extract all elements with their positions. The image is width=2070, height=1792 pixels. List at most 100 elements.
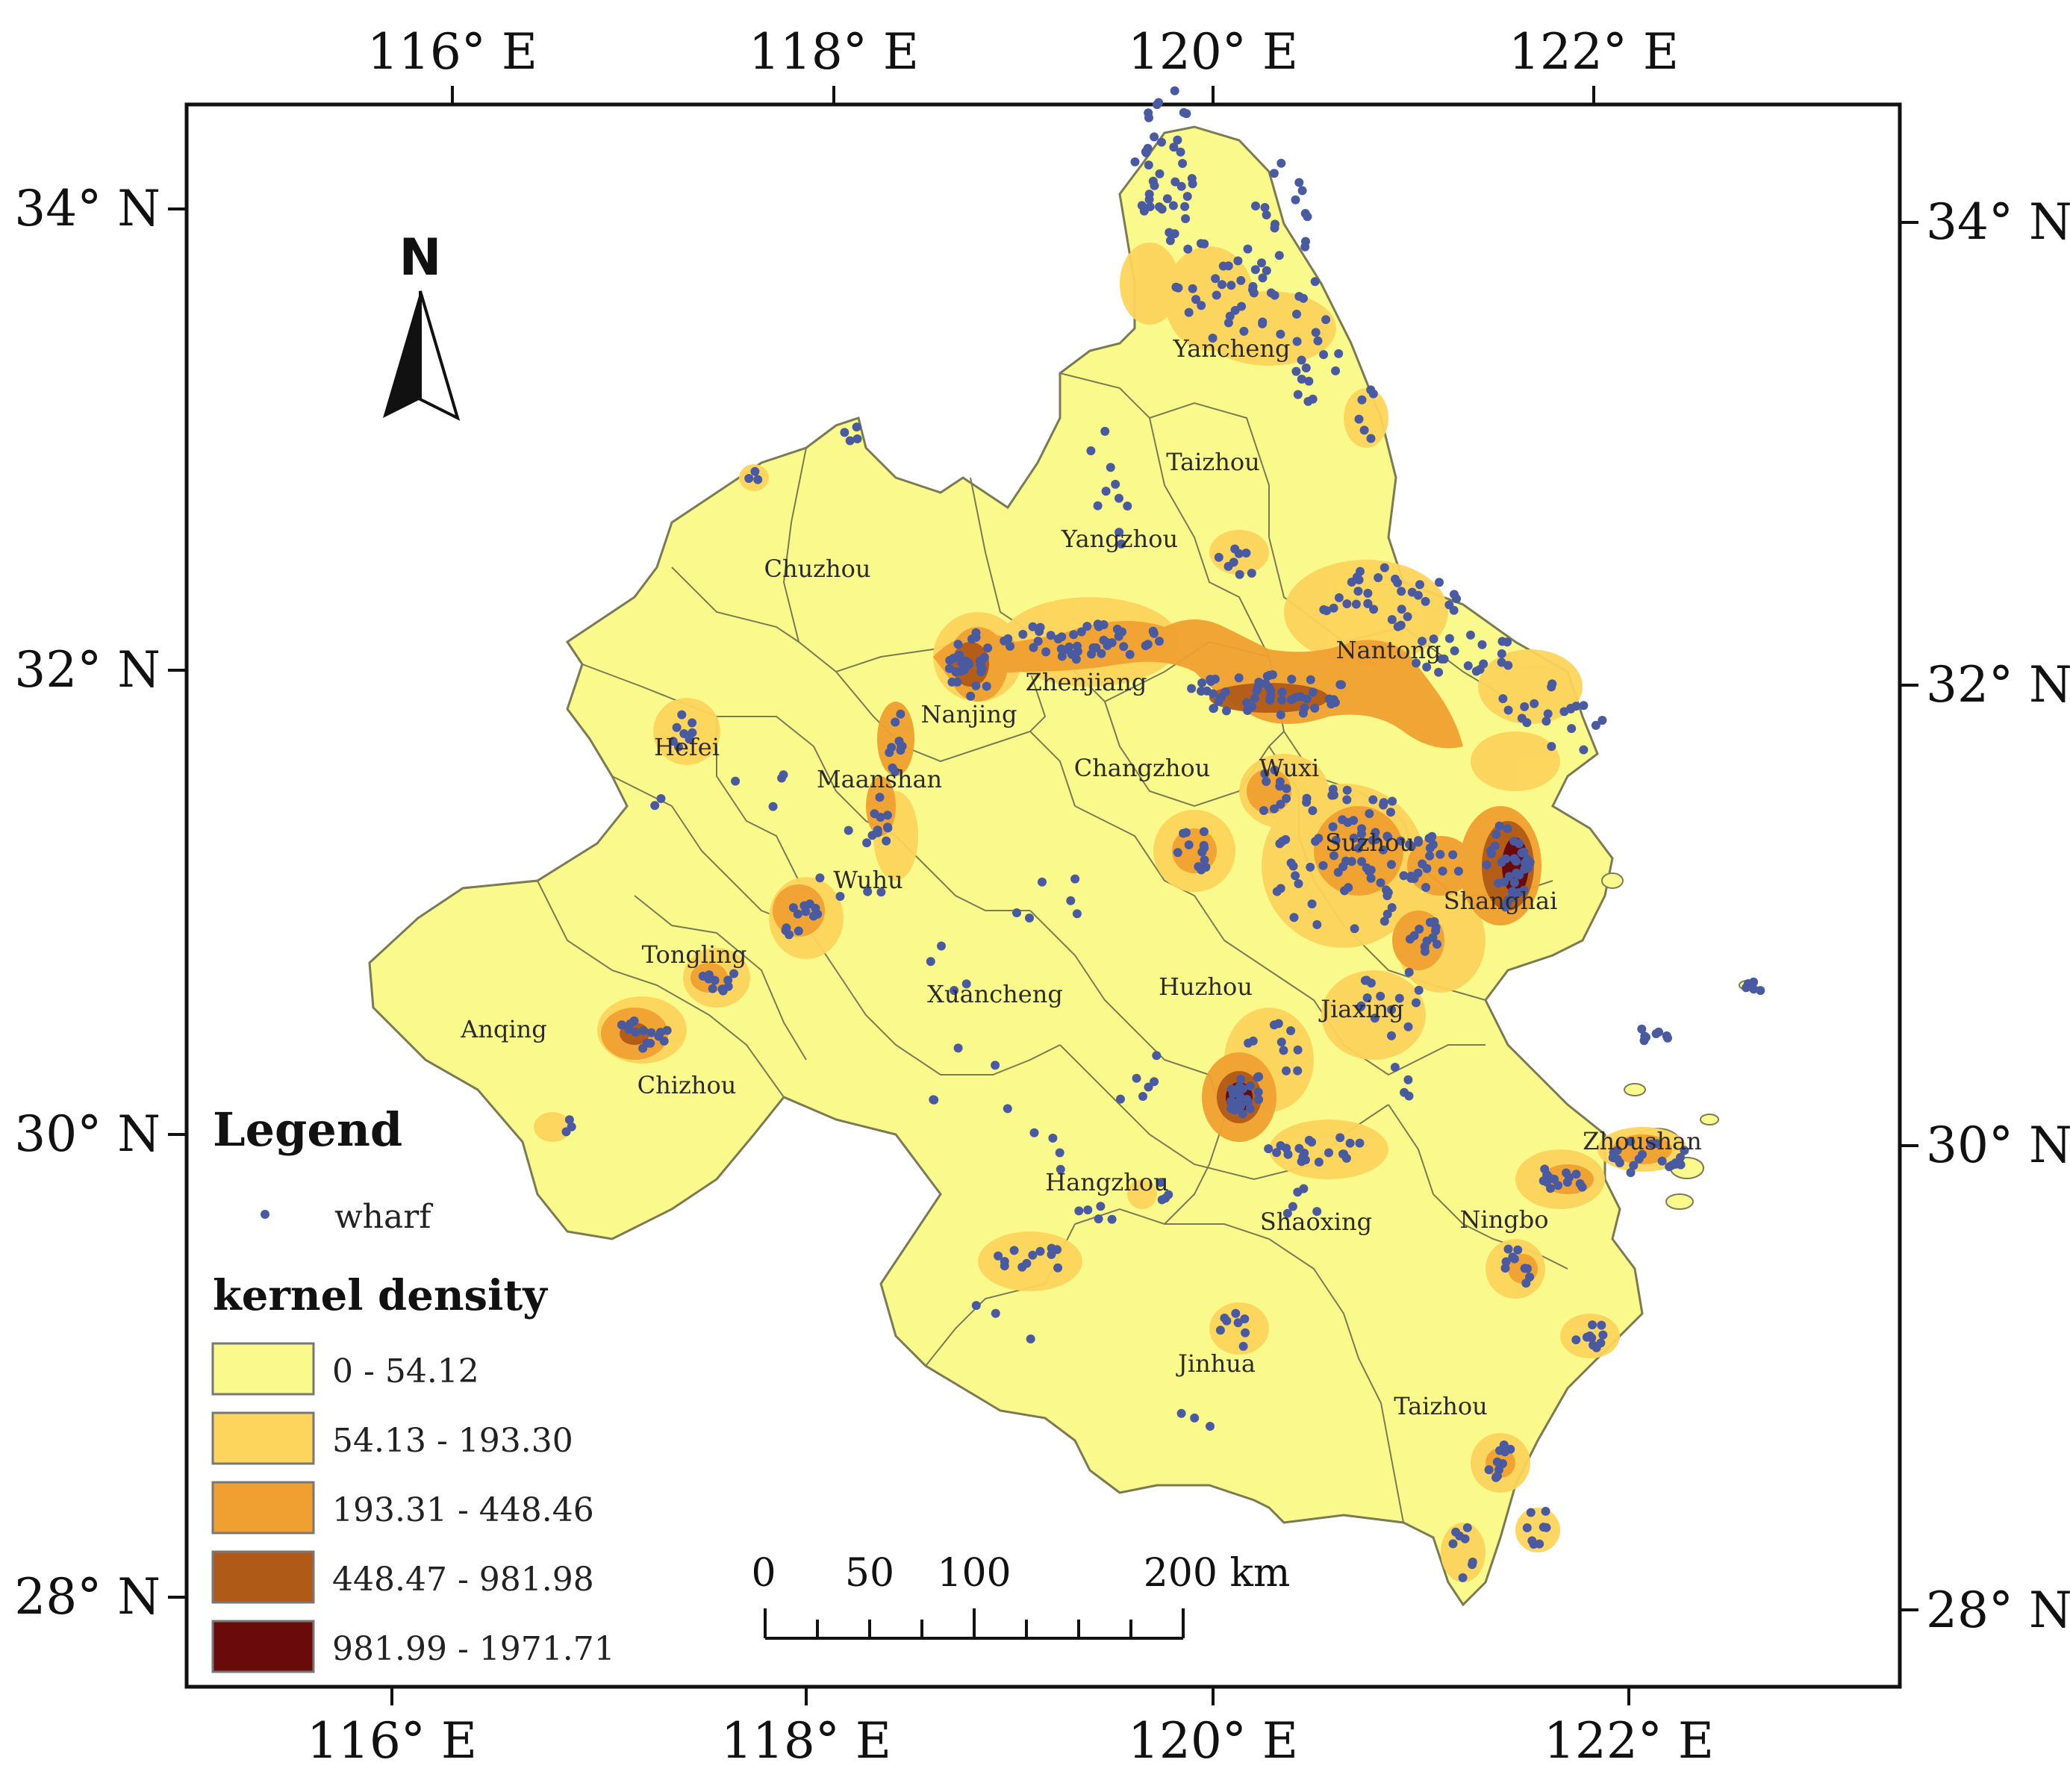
wharf-point <box>1362 975 1371 985</box>
wharf-point <box>1264 1144 1274 1154</box>
wharf-point <box>1530 699 1539 708</box>
wharf-point <box>1452 594 1462 604</box>
wharf-point <box>1497 658 1506 667</box>
wharf-point <box>1288 861 1298 871</box>
scale-label: 0 <box>751 1551 776 1596</box>
legend-swatch <box>211 1411 315 1465</box>
wharf-point <box>1513 1245 1523 1255</box>
wharf-point <box>950 986 959 995</box>
wharf-point <box>1391 574 1400 584</box>
wharf-point <box>1497 637 1507 646</box>
wharf-point <box>1277 687 1287 697</box>
wharf-point <box>1491 829 1501 839</box>
wharf-point <box>1157 205 1167 214</box>
city-label-nantong: Nantong <box>1336 636 1441 664</box>
wharf-point <box>1566 704 1576 714</box>
wharf-point <box>1286 1026 1296 1035</box>
wharf-point <box>1450 646 1459 655</box>
wharf-point <box>1041 647 1051 657</box>
wharf-point <box>1235 569 1244 579</box>
wharf-point <box>1501 854 1511 864</box>
wharf-points <box>561 86 1765 1582</box>
wharf-point <box>1274 251 1284 260</box>
wharf-point <box>1245 1081 1255 1090</box>
wharf-point <box>1241 1328 1250 1337</box>
wharf-point <box>1308 687 1318 697</box>
wharf-point <box>1076 627 1086 637</box>
wharf-point <box>646 1028 656 1037</box>
wharf-point <box>1352 572 1362 582</box>
wharf-point <box>1240 1314 1250 1324</box>
wharf-point <box>1390 1063 1400 1072</box>
wharf-point <box>1117 627 1126 637</box>
wharf-point <box>1230 1105 1240 1115</box>
wharf-point <box>1272 1148 1282 1158</box>
wharf-point <box>1206 1422 1215 1431</box>
wharf-point <box>564 1115 574 1125</box>
wharf-point <box>1069 630 1079 640</box>
wharf-point <box>1403 1022 1413 1031</box>
wharf-point <box>1260 203 1270 212</box>
wharf-point <box>1321 315 1331 325</box>
wharf-point <box>1355 1138 1365 1148</box>
wharf-point <box>945 655 955 665</box>
wharf-point <box>1547 742 1556 752</box>
wharf-point <box>1254 1095 1264 1105</box>
wharf-point <box>1359 425 1369 435</box>
wharf-point <box>1575 1179 1585 1188</box>
wharf-point <box>1409 874 1419 884</box>
lon-label: 116° E <box>367 23 537 81</box>
wharf-point <box>1276 799 1285 809</box>
wharf-point <box>1657 1156 1667 1166</box>
wharf-point <box>1629 1161 1639 1170</box>
wharf-point <box>1463 661 1473 670</box>
wharf-point <box>1387 1005 1397 1014</box>
wharf-point <box>679 729 689 738</box>
wharf-point <box>1637 1024 1647 1034</box>
wharf-point <box>1328 822 1338 831</box>
wharf-point <box>729 969 739 978</box>
wharf-point <box>1542 1170 1552 1179</box>
wharf-point <box>1176 181 1186 191</box>
wharf-point <box>1500 1447 1509 1457</box>
wharf-point <box>1350 924 1359 934</box>
wharf-point <box>1344 883 1353 893</box>
wharf-point <box>953 677 962 687</box>
wharf-point <box>1218 280 1226 290</box>
wharf-point <box>1137 201 1147 210</box>
legend-swatch <box>211 1550 315 1604</box>
wharf-point <box>1148 176 1158 186</box>
wharf-point <box>1448 850 1458 860</box>
wharf-point <box>1143 640 1153 649</box>
wharf-point <box>1366 434 1376 443</box>
wharf-point <box>1509 854 1519 864</box>
wharf-point <box>1526 1508 1536 1517</box>
wharf-point <box>1368 389 1378 399</box>
legend: Legend wharf kernel density 0 - 54.12 54… <box>211 1102 615 1673</box>
wharf-point <box>883 822 892 832</box>
wharf-point <box>1329 851 1338 861</box>
wharf-point <box>1376 991 1385 1001</box>
wharf-point <box>708 984 717 993</box>
wharf-point <box>1387 1031 1396 1040</box>
wharf-point <box>1111 479 1120 489</box>
wharf-point <box>1278 837 1287 846</box>
wharf-point <box>1022 1258 1032 1268</box>
wharf-point <box>1422 864 1432 873</box>
wharf-point <box>1380 563 1389 572</box>
bottom-longitude-labels: 116° E 118° E 120° E 122° E <box>307 1712 1714 1770</box>
wharf-point <box>1388 796 1397 806</box>
wharf-point <box>1466 630 1475 640</box>
graticule-ticks <box>168 86 1918 1705</box>
city-label-shanghai: Shanghai <box>1444 887 1558 915</box>
wharf-point <box>1435 849 1445 859</box>
wharf-point <box>1138 1092 1147 1101</box>
wharf-point <box>1335 680 1345 690</box>
wharf-point <box>1547 682 1556 692</box>
wharf-point <box>1173 848 1182 858</box>
wharf-point <box>1288 1202 1297 1211</box>
wharf-point <box>888 763 897 772</box>
wharf-point <box>1096 1202 1106 1211</box>
wharf-point <box>1258 317 1268 327</box>
wharf-point <box>1365 809 1374 819</box>
